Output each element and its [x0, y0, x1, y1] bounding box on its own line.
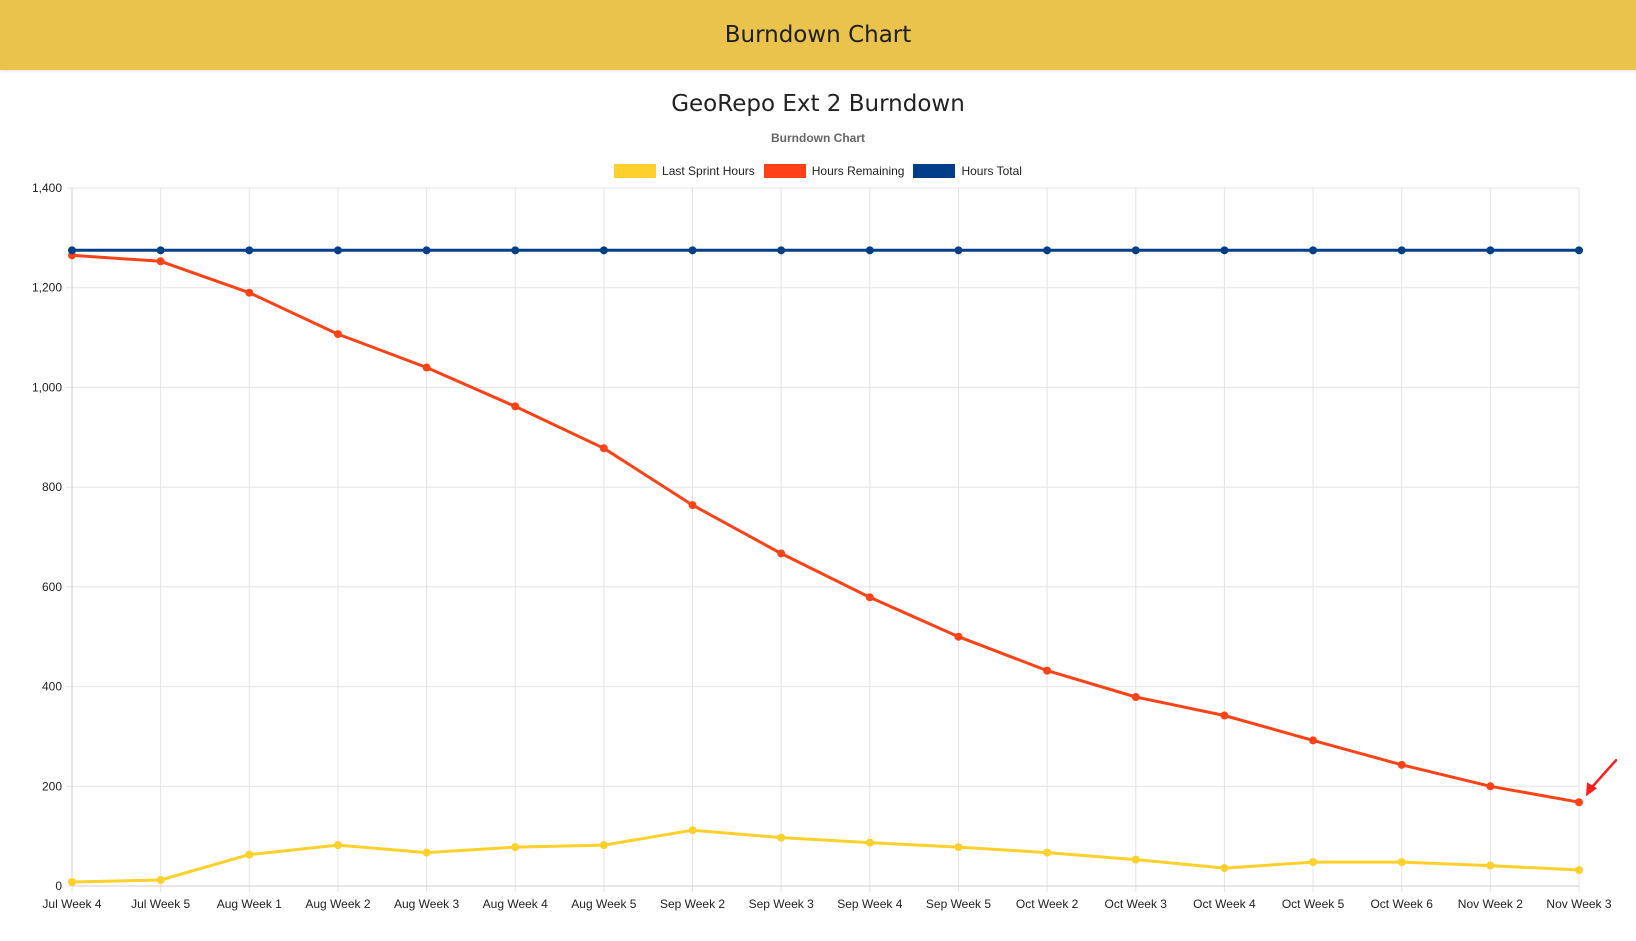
data-point-hours-total — [1397, 246, 1406, 255]
data-point-last-sprint-hours — [333, 841, 342, 850]
legend-swatch-hours-total — [913, 164, 956, 178]
data-point-hours-total — [511, 246, 520, 255]
data-point-hours-remaining — [1575, 798, 1583, 807]
data-point-hours-remaining — [1486, 782, 1495, 791]
series-line-hours-remaining — [71, 253, 1580, 804]
x-tick-label: Sep Week 5 — [926, 897, 991, 911]
data-point-last-sprint-hours — [511, 843, 520, 852]
legend-item-hours-total[interactable]: Hours Total — [913, 164, 1022, 178]
data-point-hours-total — [333, 246, 342, 255]
data-point-last-sprint-hours — [422, 848, 431, 857]
data-point-last-sprint-hours — [1309, 858, 1318, 867]
annotation-arrow-shaft — [1589, 758, 1618, 790]
data-point-hours-remaining — [156, 257, 165, 266]
header-title: Burndown Chart — [724, 22, 912, 48]
data-point-last-sprint-hours — [954, 843, 963, 852]
y-tick-label: 600 — [42, 580, 62, 594]
data-point-last-sprint-hours — [1131, 855, 1140, 864]
data-point-hours-total — [1220, 246, 1229, 255]
data-point-last-sprint-hours — [68, 878, 76, 887]
x-tick-label: Jul Week 4 — [42, 897, 101, 911]
data-point-hours-total — [954, 246, 963, 255]
x-tick-label: Sep Week 2 — [660, 897, 725, 911]
chart-legend: Last Sprint Hours Hours Remaining Hours … — [0, 164, 1636, 178]
legend-label: Last Sprint Hours — [662, 164, 755, 178]
x-tick-label: Aug Week 5 — [571, 897, 636, 911]
data-point-last-sprint-hours — [1575, 866, 1583, 875]
data-point-hours-remaining — [954, 632, 963, 641]
x-tick-label: Aug Week 2 — [305, 897, 370, 911]
data-point-hours-total — [1486, 246, 1495, 255]
legend-item-last-sprint-hours[interactable]: Last Sprint Hours — [614, 164, 755, 178]
y-tick-label: 0 — [55, 879, 62, 893]
data-point-last-sprint-hours — [865, 838, 874, 847]
legend-item-hours-remaining[interactable]: Hours Remaining — [763, 164, 905, 178]
data-point-hours-remaining — [333, 330, 342, 339]
x-tick-label: Aug Week 1 — [217, 897, 282, 911]
legend-swatch-last-sprint-hours — [614, 164, 657, 178]
data-point-hours-remaining — [777, 549, 786, 558]
data-point-hours-total — [245, 246, 254, 255]
data-point-hours-remaining — [1131, 693, 1140, 702]
data-point-last-sprint-hours — [245, 850, 254, 859]
x-tick-label: Jul Week 5 — [131, 897, 190, 911]
data-point-hours-remaining — [688, 501, 697, 510]
y-tick-label: 800 — [42, 480, 62, 494]
data-point-last-sprint-hours — [599, 841, 608, 850]
data-point-last-sprint-hours — [777, 833, 786, 842]
chart-subtitle: Burndown Chart — [771, 131, 865, 145]
legend-swatch-hours-remaining — [763, 164, 806, 178]
y-tick-label: 200 — [42, 779, 62, 793]
data-point-last-sprint-hours — [1397, 858, 1406, 867]
legend-label: Hours Remaining — [811, 164, 905, 178]
data-point-hours-total — [68, 246, 76, 255]
data-point-hours-total — [599, 246, 608, 255]
data-point-last-sprint-hours — [156, 876, 165, 885]
data-point-hours-remaining — [422, 363, 431, 372]
data-point-hours-total — [1043, 246, 1052, 255]
data-point-last-sprint-hours — [1043, 848, 1052, 857]
x-tick-label: Oct Week 4 — [1193, 897, 1256, 911]
x-tick-label: Sep Week 3 — [749, 897, 814, 911]
legend-label: Hours Total — [961, 164, 1022, 178]
x-tick-label: Nov Week 2 — [1458, 897, 1523, 911]
data-point-hours-remaining — [599, 444, 608, 453]
x-tick-label: Oct Week 3 — [1105, 897, 1168, 911]
y-tick-label: 1,200 — [32, 281, 62, 295]
data-point-hours-remaining — [1043, 666, 1052, 675]
y-tick-label: 1,000 — [32, 380, 62, 394]
x-tick-label: Oct Week 5 — [1282, 897, 1345, 911]
data-point-hours-remaining — [1309, 736, 1318, 745]
data-point-last-sprint-hours — [1486, 861, 1495, 870]
data-point-hours-total — [688, 246, 697, 255]
y-tick-label: 400 — [42, 680, 62, 694]
x-tick-label: Aug Week 4 — [483, 897, 548, 911]
data-point-last-sprint-hours — [1220, 864, 1229, 873]
data-point-hours-total — [422, 246, 431, 255]
data-point-hours-total — [156, 246, 165, 255]
data-point-last-sprint-hours — [688, 826, 697, 835]
x-tick-label: Oct Week 2 — [1016, 897, 1079, 911]
data-point-hours-remaining — [511, 402, 520, 411]
annotation-arrow-head — [1586, 782, 1597, 797]
x-tick-label: Sep Week 4 — [837, 897, 902, 911]
data-point-hours-remaining — [1220, 711, 1229, 720]
y-tick-label: 1,400 — [32, 181, 62, 195]
data-point-hours-total — [1575, 246, 1583, 255]
x-tick-label: Aug Week 3 — [394, 897, 459, 911]
data-point-hours-remaining — [245, 288, 254, 297]
data-point-hours-total — [777, 246, 786, 255]
x-tick-label: Nov Week 3 — [1546, 897, 1611, 911]
data-point-hours-total — [1309, 246, 1318, 255]
data-point-hours-total — [865, 246, 874, 255]
data-point-hours-remaining — [865, 593, 874, 602]
app-header: Burndown Chart — [0, 0, 1636, 70]
data-point-hours-total — [1131, 246, 1140, 255]
data-point-hours-remaining — [1397, 760, 1406, 769]
x-tick-label: Oct Week 6 — [1370, 897, 1433, 911]
chart-title: GeoRepo Ext 2 Burndown — [671, 91, 965, 117]
series-line-last-sprint-hours — [71, 828, 1580, 884]
